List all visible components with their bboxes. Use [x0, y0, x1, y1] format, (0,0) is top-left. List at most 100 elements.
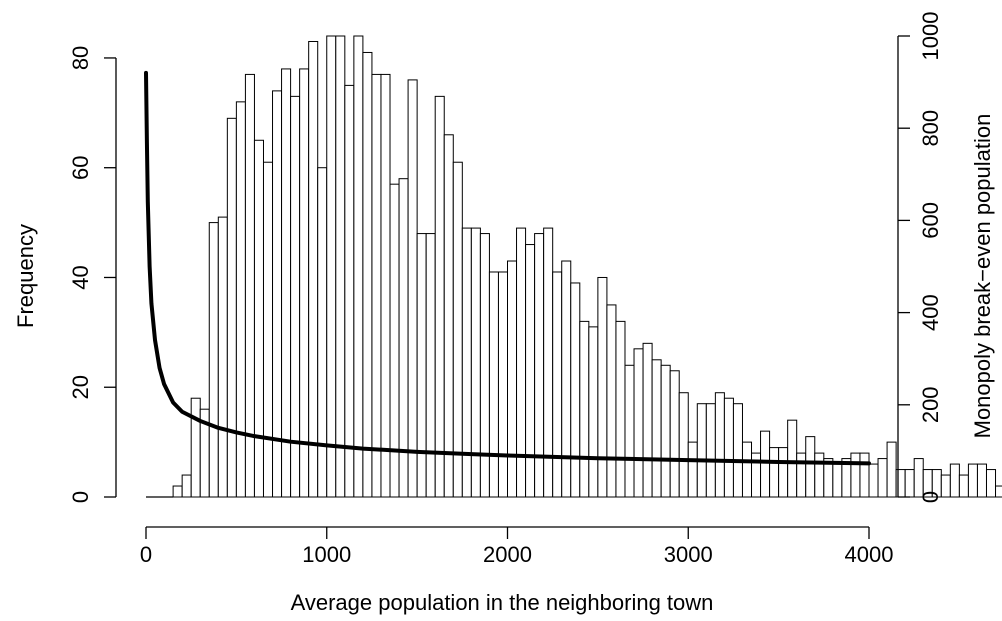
histogram-bar — [877, 458, 888, 498]
histogram-bar — [651, 359, 662, 498]
histogram-bar — [886, 441, 897, 498]
histogram-bar — [732, 403, 743, 498]
histogram-bar — [434, 95, 445, 498]
histogram-bar — [678, 392, 689, 498]
histogram-bar — [461, 227, 472, 498]
histogram-bar — [958, 474, 969, 498]
histogram-bar — [579, 320, 590, 498]
histogram-bar — [832, 463, 843, 498]
y2-tick-label: 1000 — [918, 12, 943, 61]
histogram-bar — [262, 161, 274, 498]
x-tick-label: 4000 — [845, 542, 894, 567]
histogram-bar — [416, 233, 427, 498]
histogram-bar — [425, 233, 436, 498]
histogram-bar — [642, 342, 653, 498]
histogram-bar — [371, 73, 382, 498]
histogram-bar — [470, 227, 481, 498]
histogram-bar — [805, 436, 816, 498]
y-tick-label: 0 — [68, 491, 93, 503]
histogram-bar — [190, 397, 201, 498]
histogram-bar — [443, 134, 454, 498]
histogram-bar — [985, 469, 997, 498]
y2-tick-label: 400 — [918, 294, 943, 331]
y-axis-right: 0 200 400 600 800 1000 — [897, 12, 943, 503]
histogram-bar — [452, 161, 463, 498]
y-tick-label: 40 — [68, 265, 93, 289]
histogram-bar — [272, 90, 283, 498]
break-even-curve — [144, 70, 871, 466]
histogram-bar — [669, 370, 680, 498]
y2-tick-label: 200 — [918, 386, 943, 423]
histogram-bar — [696, 403, 707, 498]
histogram-bar — [714, 392, 725, 498]
histogram-bar — [561, 260, 572, 498]
x-axis-title: Average population in the neighboring to… — [291, 590, 714, 615]
x-tick-label: 0 — [140, 542, 152, 567]
histogram-bar — [326, 35, 337, 498]
histogram-bar — [552, 271, 563, 498]
histogram-bar — [995, 485, 1002, 498]
histogram-bar — [778, 447, 789, 498]
histogram-bar — [606, 304, 617, 498]
histogram-bar — [317, 167, 328, 498]
histogram-bar — [253, 139, 264, 498]
histogram-bar — [353, 35, 364, 498]
histogram-bar — [769, 447, 780, 498]
y-tick-label: 60 — [68, 155, 93, 179]
histogram-bar — [660, 364, 671, 498]
histogram-bar — [687, 441, 698, 498]
y2-tick-label: 600 — [918, 202, 943, 239]
histogram-bar — [208, 222, 219, 498]
histogram-bar — [497, 271, 508, 498]
x-ticks: 0 1000 2000 3000 4000 — [140, 527, 894, 567]
histogram-bar — [588, 326, 599, 498]
y2-axis-title: Monopoly break−even population — [970, 114, 995, 439]
histogram-bar — [479, 233, 490, 498]
histogram-bar — [335, 35, 346, 498]
x-tick-label: 2000 — [483, 542, 532, 567]
histogram-bar — [850, 452, 861, 498]
histogram-bar — [181, 474, 192, 498]
histogram-bar — [507, 260, 518, 498]
histogram-bar — [525, 244, 536, 498]
histogram-bar — [235, 101, 246, 498]
histogram-bar — [868, 463, 879, 498]
histogram-bar — [570, 282, 581, 498]
histogram-bar — [488, 271, 499, 498]
histogram-bar — [624, 364, 635, 498]
histogram-bar — [967, 463, 978, 498]
y2-tick-label: 800 — [918, 110, 943, 147]
y-ticks: 0 20 40 60 80 — [68, 46, 116, 503]
x-axis: 0 1000 2000 3000 4000 — [140, 526, 894, 567]
histogram-bar — [281, 68, 292, 498]
histogram-bar — [723, 397, 734, 498]
histogram-bar — [633, 348, 644, 498]
x-tick-label: 1000 — [302, 542, 351, 567]
histogram-bar — [308, 40, 319, 498]
x-tick-label: 3000 — [664, 542, 713, 567]
histogram-bar — [615, 320, 626, 498]
y2-ticks: 0 200 400 600 800 1000 — [898, 12, 943, 503]
histogram-bar — [796, 452, 807, 498]
histogram-bar — [172, 485, 183, 498]
histogram-bar — [787, 419, 798, 498]
histogram-bar — [949, 463, 960, 498]
histogram-bar — [407, 79, 418, 498]
histogram-bar — [290, 95, 301, 498]
y2-tick-label: 0 — [918, 491, 943, 503]
histogram-bar — [760, 430, 771, 498]
histogram-bar — [380, 73, 391, 498]
y-tick-label: 20 — [68, 375, 93, 399]
histogram-bar — [741, 441, 753, 498]
histogram-bar — [976, 463, 987, 498]
y-axis-title: Frequency — [13, 224, 38, 328]
histogram-bar — [299, 68, 310, 498]
histogram-bar — [217, 216, 228, 498]
y-axis-left: 0 20 40 60 80 — [68, 46, 117, 503]
histogram-bars — [146, 35, 1002, 498]
histogram-bar — [814, 452, 825, 498]
histogram-bar — [597, 276, 608, 498]
histogram-bar — [362, 51, 373, 498]
histogram-bar — [859, 452, 870, 498]
